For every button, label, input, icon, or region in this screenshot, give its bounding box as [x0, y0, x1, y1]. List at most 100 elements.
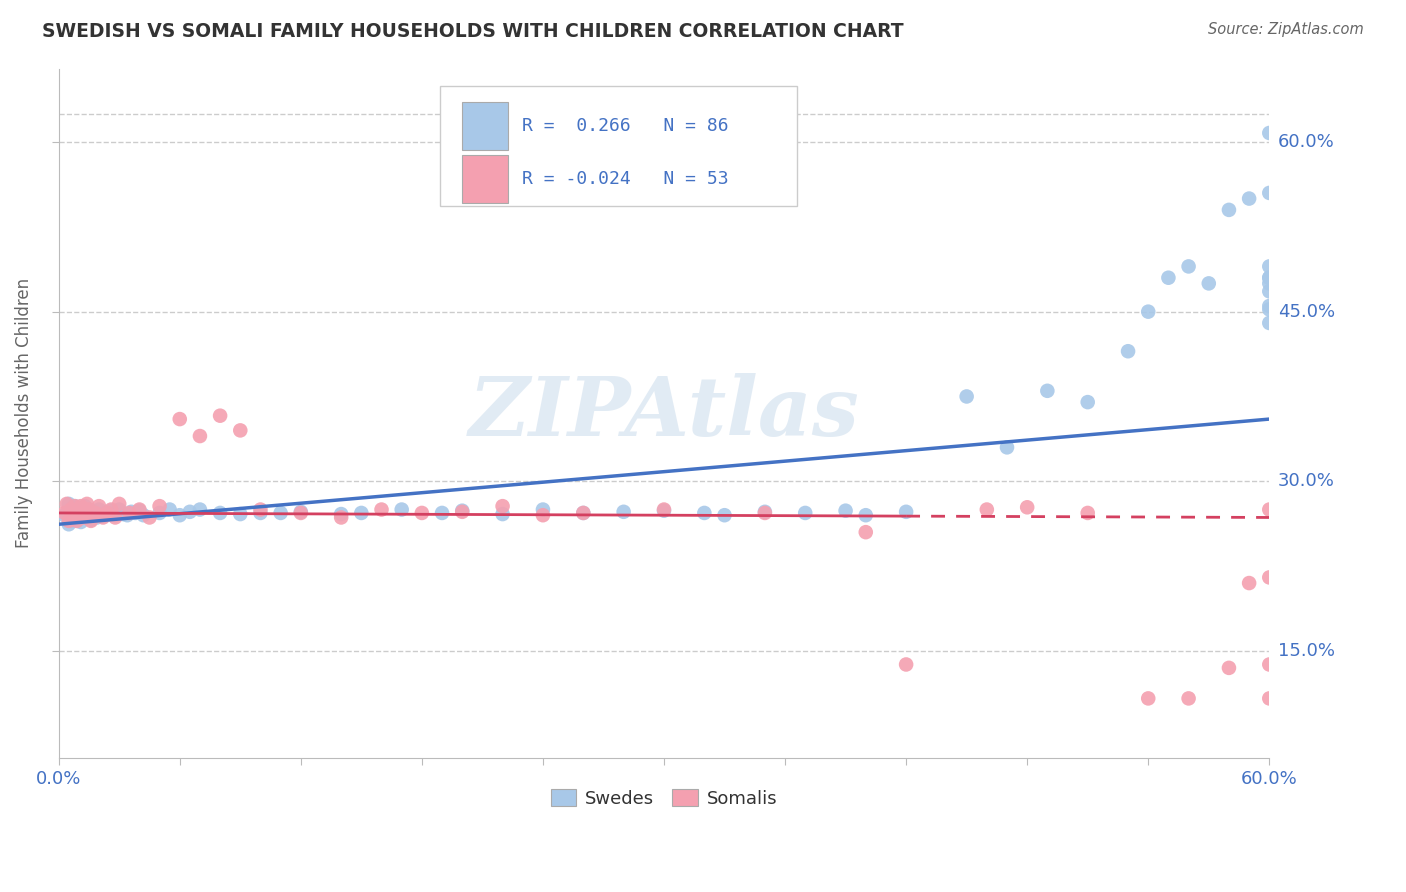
Point [72, 506, 94, 520]
Point [1237, 192, 1260, 206]
Point [411, 506, 433, 520]
Point [108, 497, 131, 511]
FancyBboxPatch shape [440, 86, 797, 206]
Point [62, 510, 84, 524]
Point [70, 499, 93, 513]
Point [66, 514, 89, 528]
Text: 60.0%: 60.0% [1278, 133, 1334, 151]
Point [66, 506, 89, 520]
Point [995, 441, 1018, 455]
Text: SWEDISH VS SOMALI FAMILY HOUSEHOLDS WITH CHILDREN CORRELATION CHART: SWEDISH VS SOMALI FAMILY HOUSEHOLDS WITH… [42, 22, 904, 41]
Point [1258, 299, 1281, 313]
Point [229, 424, 252, 438]
Point [77, 502, 100, 516]
Point [124, 506, 146, 520]
Point [96, 506, 118, 520]
Point [87, 499, 110, 513]
Point [87, 502, 110, 516]
Point [66, 514, 89, 528]
Point [63, 499, 86, 513]
Point [976, 502, 998, 516]
Point [1017, 500, 1039, 515]
Point [169, 412, 191, 426]
Text: 30.0%: 30.0% [1278, 472, 1334, 491]
Point [53, 508, 76, 523]
Point [73, 508, 96, 523]
Point [67, 501, 90, 516]
Point [1258, 302, 1281, 317]
Point [834, 504, 856, 518]
Point [63, 499, 86, 513]
Point [159, 502, 181, 516]
Point [82, 508, 104, 523]
Point [108, 502, 131, 516]
Point [58, 517, 80, 532]
Point [350, 506, 373, 520]
Point [754, 505, 776, 519]
Point [112, 507, 135, 521]
Point [693, 506, 716, 520]
Point [430, 506, 453, 520]
Point [104, 508, 127, 523]
Point [249, 506, 271, 520]
Text: ZIPAtlas: ZIPAtlas [468, 374, 859, 453]
Point [1258, 285, 1281, 299]
Point [531, 502, 554, 516]
Point [794, 506, 817, 520]
Point [1258, 657, 1281, 672]
Point [451, 504, 474, 518]
Point [1198, 277, 1220, 291]
Point [652, 504, 675, 518]
Point [179, 505, 201, 519]
Point [451, 505, 474, 519]
Point [188, 502, 211, 516]
Point [1177, 691, 1199, 706]
Point [1137, 691, 1160, 706]
Point [491, 499, 513, 513]
Point [72, 504, 94, 518]
Point [894, 657, 917, 672]
Point [120, 505, 142, 519]
Point [1258, 270, 1281, 285]
Text: 45.0%: 45.0% [1278, 302, 1334, 320]
Point [100, 504, 122, 518]
Point [128, 502, 150, 516]
Point [148, 506, 170, 520]
Point [72, 510, 94, 524]
Point [73, 499, 96, 513]
Point [117, 508, 139, 523]
Point [572, 506, 595, 520]
Point [76, 506, 98, 520]
Point [1258, 277, 1281, 291]
Point [370, 502, 392, 516]
Point [1077, 395, 1099, 409]
Point [1077, 506, 1099, 520]
Point [1237, 576, 1260, 591]
Legend: Swedes, Somalis: Swedes, Somalis [544, 782, 785, 815]
Point [63, 508, 86, 523]
Point [104, 510, 127, 524]
Point [1258, 570, 1281, 584]
Point [1258, 126, 1281, 140]
Point [55, 497, 77, 511]
Point [91, 510, 114, 524]
Point [1036, 384, 1059, 398]
Point [58, 497, 80, 511]
Point [80, 513, 103, 527]
Point [249, 502, 271, 516]
Point [1116, 344, 1139, 359]
Point [59, 502, 82, 516]
Point [209, 506, 232, 520]
Point [652, 502, 675, 516]
FancyBboxPatch shape [461, 154, 508, 203]
Point [169, 508, 191, 523]
Point [59, 504, 82, 518]
Point [855, 508, 877, 523]
Point [613, 505, 636, 519]
Point [1157, 270, 1180, 285]
Point [1258, 260, 1281, 274]
FancyBboxPatch shape [461, 102, 508, 150]
Point [138, 510, 160, 524]
Point [70, 506, 93, 520]
Point [188, 429, 211, 443]
